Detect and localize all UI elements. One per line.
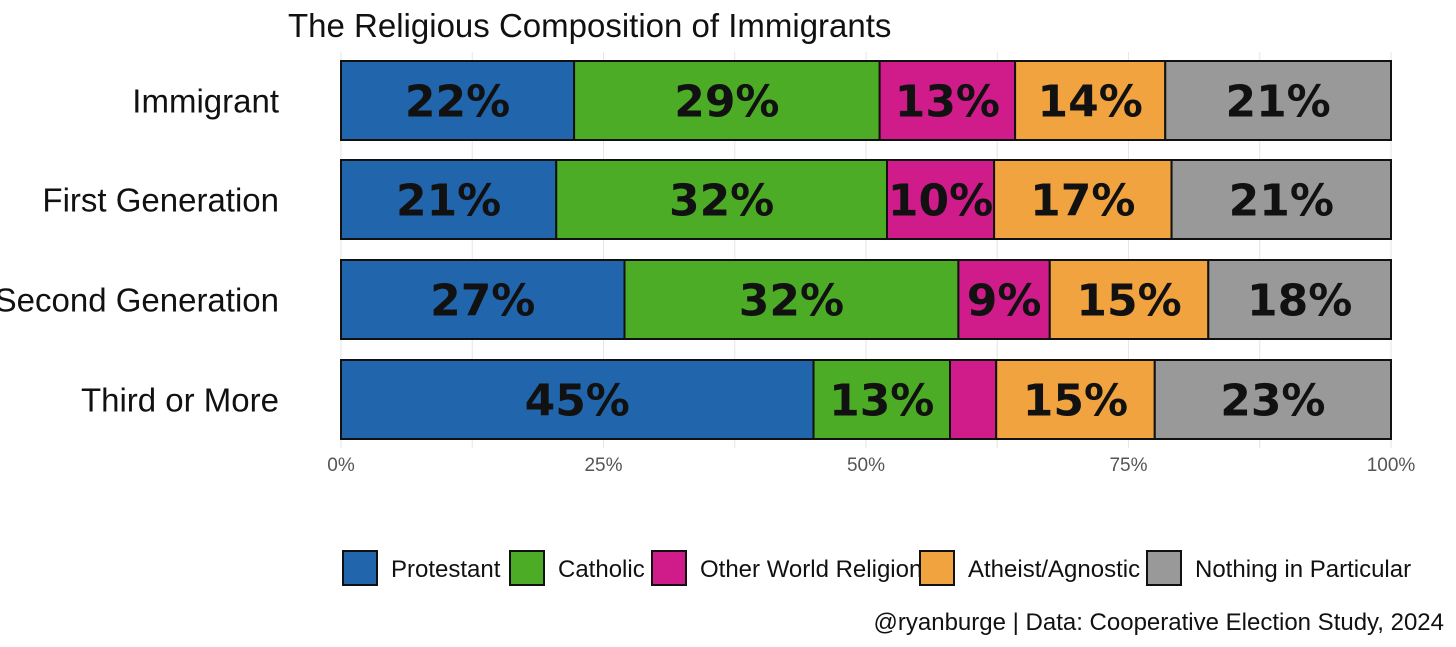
legend-item: Protestant xyxy=(342,550,501,586)
source-caption: @ryanburge | Data: Cooperative Election … xyxy=(874,609,1444,636)
data-label: 18% xyxy=(1247,276,1352,327)
data-label: 15% xyxy=(1076,276,1181,327)
bar-segment xyxy=(555,159,888,240)
bar-segment xyxy=(995,359,1156,440)
legend-label: Other World Religions xyxy=(700,556,934,583)
data-label: 21% xyxy=(1225,77,1330,128)
category-label: First Generation xyxy=(42,182,279,219)
legend-item: Catholic xyxy=(509,550,645,586)
data-label: 13% xyxy=(829,376,934,427)
bar-segment xyxy=(340,159,558,240)
legend-item: Nothing in Particular xyxy=(1146,550,1411,586)
data-label: 10% xyxy=(888,176,993,227)
x-tick-label: 0% xyxy=(327,455,355,476)
data-label: 32% xyxy=(739,276,844,327)
bar-segment xyxy=(1048,259,1210,340)
legend-label: Atheist/Agnostic xyxy=(968,556,1140,583)
legend-item: Atheist/Agnostic xyxy=(919,550,1140,586)
x-axis-ticks: 0% 25% 50% 75% 100% xyxy=(327,455,1415,476)
legend-label: Catholic xyxy=(558,556,645,583)
data-label: 9% xyxy=(967,276,1042,327)
data-label: 15% xyxy=(1023,376,1128,427)
legend-swatch xyxy=(651,550,687,586)
bar-segment xyxy=(340,259,626,340)
bars: 22% 29% 13% 14% 21% 21% 32% 10% 17% 21% 27% 32% 9% 15… xyxy=(340,60,1393,440)
bar-segment xyxy=(886,159,996,240)
category-label: Immigrant xyxy=(132,83,279,120)
legend: Protestant Catholic Other World Religions A… xyxy=(342,550,1411,586)
legend-swatch xyxy=(342,550,378,586)
data-label: 22% xyxy=(405,77,510,128)
bar-segment xyxy=(812,359,951,440)
data-label: 27% xyxy=(430,276,535,327)
bar-segment xyxy=(1014,60,1167,141)
data-label: 23% xyxy=(1220,376,1325,427)
category-label: Second Generation xyxy=(0,282,279,319)
bar-segment xyxy=(1153,359,1392,440)
legend-swatch xyxy=(509,550,545,586)
bar-segment xyxy=(949,359,998,440)
category-labels: Immigrant First Generation Second Generati… xyxy=(0,83,279,419)
bar-segment xyxy=(1170,159,1393,240)
bar-segment xyxy=(1164,60,1392,141)
x-tick-label: 25% xyxy=(584,455,622,476)
data-label: 32% xyxy=(669,176,774,227)
bar-segment xyxy=(993,159,1173,240)
data-label: 21% xyxy=(1229,176,1334,227)
x-tick-label: 75% xyxy=(1109,455,1147,476)
data-label: 45% xyxy=(525,376,630,427)
data-label: 14% xyxy=(1038,77,1143,128)
bar-segment xyxy=(573,60,881,141)
x-tick-label: 50% xyxy=(847,455,885,476)
legend-swatch xyxy=(1146,550,1182,586)
bar-segment xyxy=(623,259,960,340)
bar-segment xyxy=(878,60,1017,141)
data-label: 13% xyxy=(895,77,1000,128)
chart-title: The Religious Composition of Immigrants xyxy=(288,7,891,44)
legend-label: Nothing in Particular xyxy=(1195,556,1411,583)
legend-item: Other World Religions xyxy=(651,550,934,586)
x-tick-label: 100% xyxy=(1367,455,1416,476)
data-label: 21% xyxy=(396,176,501,227)
legend-swatch xyxy=(919,550,955,586)
data-label: 17% xyxy=(1030,176,1135,227)
legend-label: Protestant xyxy=(391,556,501,583)
bar-segment xyxy=(1207,259,1393,340)
category-label: Third or More xyxy=(81,382,279,419)
data-label: 29% xyxy=(674,77,779,128)
